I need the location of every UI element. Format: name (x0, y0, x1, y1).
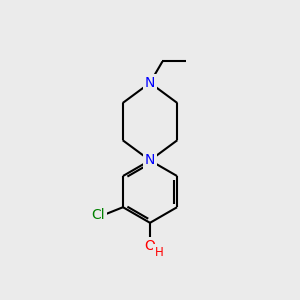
Text: N: N (145, 153, 155, 167)
Text: H: H (155, 246, 164, 259)
Text: O: O (145, 239, 155, 253)
Text: Cl: Cl (91, 208, 104, 222)
Text: N: N (145, 76, 155, 90)
